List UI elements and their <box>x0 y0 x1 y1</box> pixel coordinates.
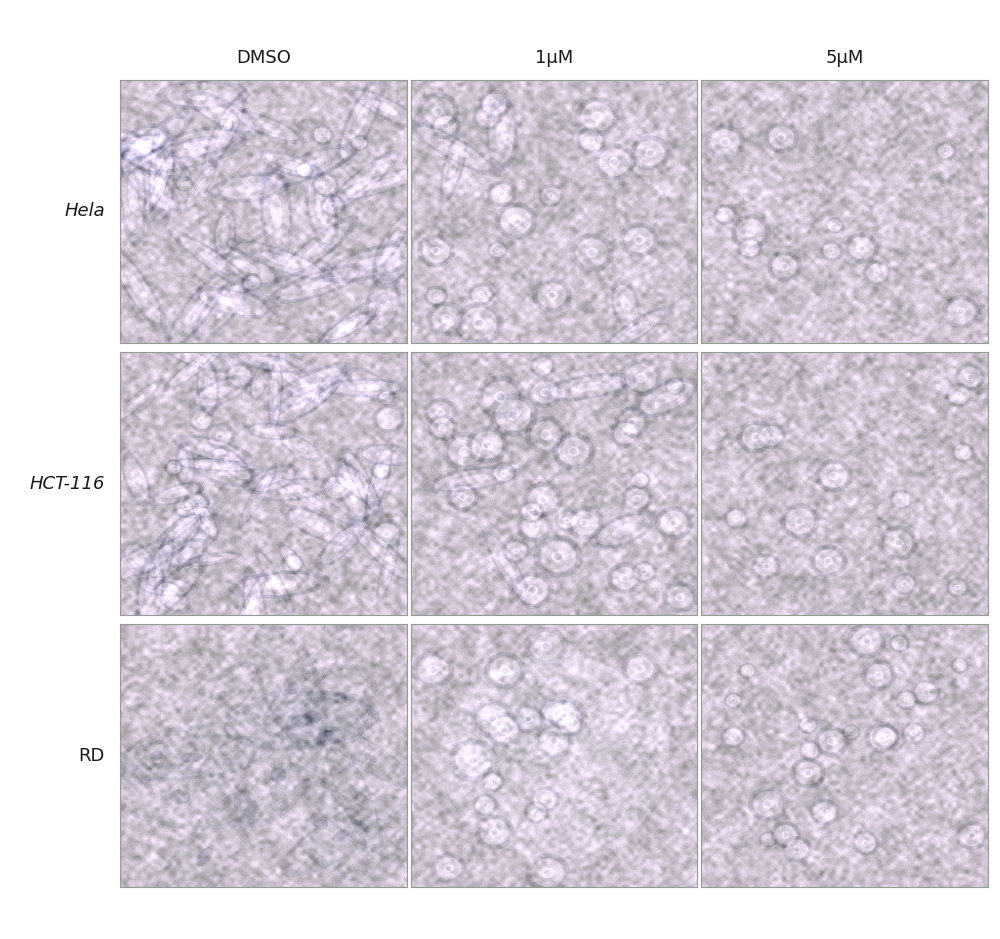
Text: 1μM: 1μM <box>535 49 573 67</box>
Text: DMSO: DMSO <box>236 49 291 67</box>
Text: HCT-116: HCT-116 <box>30 474 105 493</box>
Text: RD: RD <box>79 747 105 765</box>
Text: Hela: Hela <box>64 202 105 221</box>
Text: 5μM: 5μM <box>825 49 864 67</box>
